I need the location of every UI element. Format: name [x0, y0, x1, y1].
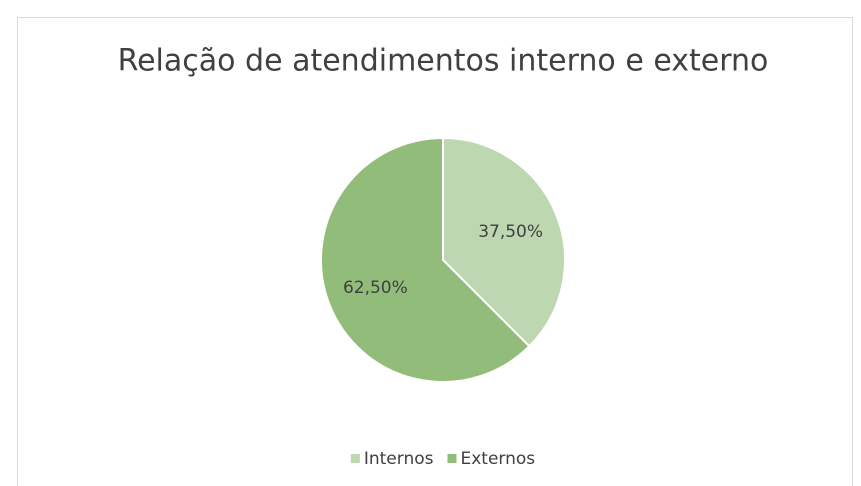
- pie-slice: [442, 136, 566, 348]
- data-label: 37,50%: [478, 222, 543, 242]
- chart-title: Relação de atendimentos interno e extern…: [118, 44, 769, 79]
- data-label: 62,50%: [343, 278, 408, 298]
- legend-swatch: [350, 454, 360, 463]
- legend-label: Externos: [460, 449, 535, 469]
- legend-label: Internos: [364, 449, 434, 469]
- pie-slice: [320, 136, 531, 383]
- legend-swatch: [447, 454, 457, 463]
